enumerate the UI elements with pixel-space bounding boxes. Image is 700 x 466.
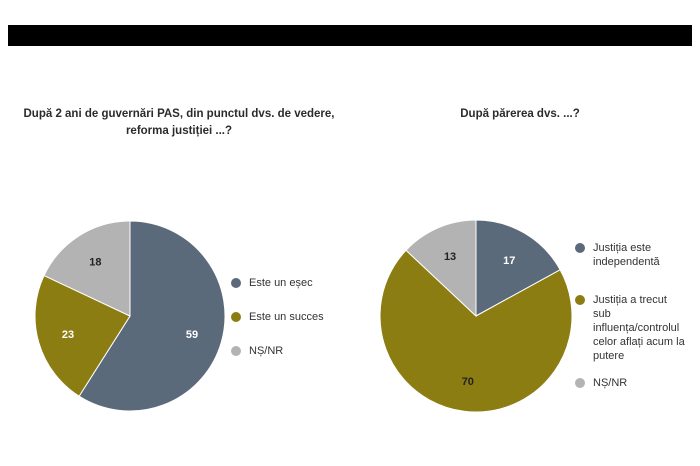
legend-label: Justiția este independentă [593, 242, 660, 268]
legend-swatch [575, 243, 585, 253]
legend-item: NȘ/NR [231, 344, 341, 358]
legend-swatch [575, 295, 585, 305]
legend-label: NȘ/NR [249, 345, 284, 357]
legend-label: Este un eșec [249, 277, 313, 289]
legend-item: Justiția a trecut sub influența/controlu… [575, 293, 687, 363]
legend-label: Justiția a trecut sub influența/controlu… [593, 294, 685, 362]
slice-value-label: 23 [62, 329, 74, 341]
pie-slice [379, 249, 573, 413]
legend-item: Este un succes [231, 310, 341, 324]
pie-slice [78, 220, 226, 412]
legend-label: NȘ/NR [593, 377, 628, 389]
pie-slice [34, 274, 131, 397]
legend-item: Este un eșec [231, 276, 341, 290]
slice-value-label: 17 [503, 255, 515, 267]
pie-slice [475, 219, 561, 317]
slice-value-label: 59 [186, 329, 198, 341]
chart-title-left: După 2 ani de guvernări PAS, din punctul… [23, 108, 335, 137]
pie-slice [43, 220, 131, 317]
legend-label: Este un succes [249, 311, 324, 323]
legend-swatch [575, 378, 585, 388]
slice-value-label: 18 [89, 256, 101, 268]
header-bar [8, 25, 692, 46]
legend-item: NȘ/NR [575, 376, 685, 390]
chart-title-right: După părerea dvs. ...? [460, 108, 580, 120]
legend-swatch [231, 278, 241, 288]
legend-swatch [231, 346, 241, 356]
slice-value-label: 13 [444, 251, 456, 263]
legend-item: Justiția este independentă [575, 241, 685, 269]
slice-value-label: 70 [462, 376, 474, 388]
pie-slice [405, 219, 477, 318]
legend-swatch [231, 312, 241, 322]
